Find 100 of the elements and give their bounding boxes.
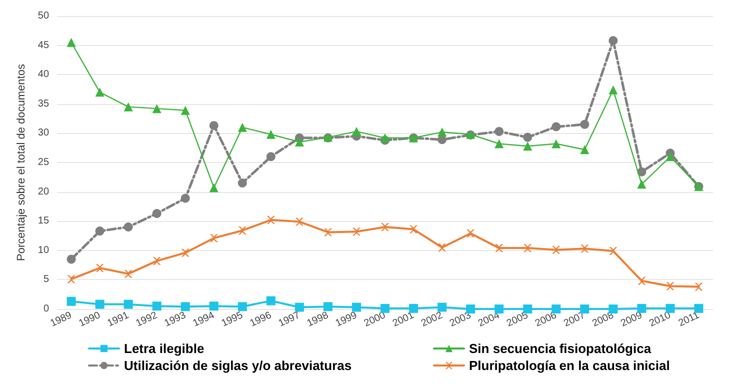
point — [66, 254, 76, 264]
y-tick-label: 15 — [38, 216, 50, 227]
x-tick-label: 2008 — [590, 310, 616, 330]
point — [494, 304, 504, 314]
point — [210, 234, 218, 242]
point — [67, 275, 76, 284]
point — [95, 226, 104, 236]
x-tick-label: 2006 — [534, 310, 559, 330]
y-tick-label: 0 — [43, 304, 50, 314]
point — [294, 137, 304, 146]
point — [209, 183, 218, 192]
point — [580, 304, 590, 314]
point — [209, 302, 218, 311]
point — [352, 302, 361, 312]
point — [552, 122, 561, 132]
point — [580, 120, 590, 129]
point — [181, 248, 190, 257]
y-tick-label: 5 — [43, 274, 50, 286]
point — [552, 139, 561, 148]
x-tick-label: 2003 — [448, 310, 474, 330]
point — [552, 246, 560, 254]
x-tick-label: 1995 — [220, 310, 246, 330]
point — [180, 194, 190, 203]
point — [523, 142, 532, 151]
point — [352, 228, 360, 236]
point — [552, 304, 561, 314]
legend-label: Letra ilegible — [124, 341, 204, 356]
point — [524, 244, 532, 252]
x-tick-label: 1994 — [191, 310, 217, 330]
point — [238, 226, 246, 234]
legend-label: Utilización de siglas y/o abreviaturas — [124, 358, 352, 373]
point — [608, 304, 618, 314]
legend-label: Pluripatología en la causa inicial — [469, 358, 670, 373]
y-tick-label: 25 — [38, 157, 50, 168]
point — [438, 302, 447, 312]
point — [666, 304, 675, 313]
x-tick-label: 1993 — [162, 310, 188, 330]
x-tick-label: 2009 — [619, 310, 644, 330]
x-tick-label: 2000 — [362, 310, 388, 330]
point — [124, 270, 132, 278]
point — [580, 145, 590, 154]
x-tick-label: 2011 — [676, 310, 702, 330]
point — [238, 122, 247, 132]
point — [294, 302, 304, 312]
x-tick-label: 2010 — [648, 310, 673, 330]
point — [494, 126, 504, 136]
y-tick-label: 10 — [38, 244, 50, 256]
point — [608, 36, 618, 46]
point — [266, 216, 275, 224]
point — [637, 304, 646, 313]
x-tick-label: 1989 — [48, 310, 74, 330]
point — [266, 130, 276, 139]
y-tick-label: 30 — [38, 128, 50, 139]
y-tick-label: 45 — [38, 40, 50, 51]
y-tick-label: 50 — [38, 10, 50, 22]
x-tick-label: 1992 — [134, 310, 160, 330]
point — [381, 222, 390, 231]
point — [124, 102, 133, 112]
point — [180, 302, 190, 312]
point — [96, 264, 104, 272]
point — [324, 228, 332, 236]
x-tick-label: 2002 — [420, 310, 445, 330]
x-tick-label: 1991 — [106, 310, 132, 330]
point — [494, 139, 504, 148]
point — [466, 304, 476, 314]
point — [694, 282, 703, 291]
point — [637, 180, 646, 189]
x-tick-label: 2005 — [505, 310, 530, 330]
point — [466, 229, 475, 238]
point — [580, 244, 589, 253]
x-tick-label: 1990 — [77, 310, 103, 330]
point — [380, 304, 390, 313]
point — [694, 304, 704, 313]
point — [209, 121, 218, 130]
point — [124, 222, 133, 232]
point — [380, 133, 390, 142]
point — [523, 304, 532, 314]
point — [152, 104, 162, 114]
point — [66, 38, 76, 47]
y-tick-label: 40 — [38, 69, 50, 80]
x-tick-label: 2001 — [391, 310, 416, 330]
point — [238, 178, 247, 188]
point — [124, 300, 133, 309]
point — [152, 302, 162, 311]
point — [608, 85, 618, 94]
point — [438, 128, 447, 137]
point — [666, 282, 674, 290]
point — [266, 152, 276, 162]
point — [238, 302, 247, 312]
x-tick-label: 1997 — [276, 310, 302, 330]
point — [438, 243, 446, 252]
x-tick-label: 1999 — [334, 310, 360, 330]
point — [409, 304, 418, 313]
point — [352, 126, 361, 136]
point — [180, 106, 190, 115]
y-tick-label: 35 — [38, 98, 50, 110]
point — [495, 244, 504, 252]
x-tick-label: 1998 — [306, 310, 331, 330]
point — [638, 276, 646, 285]
point — [95, 300, 104, 309]
